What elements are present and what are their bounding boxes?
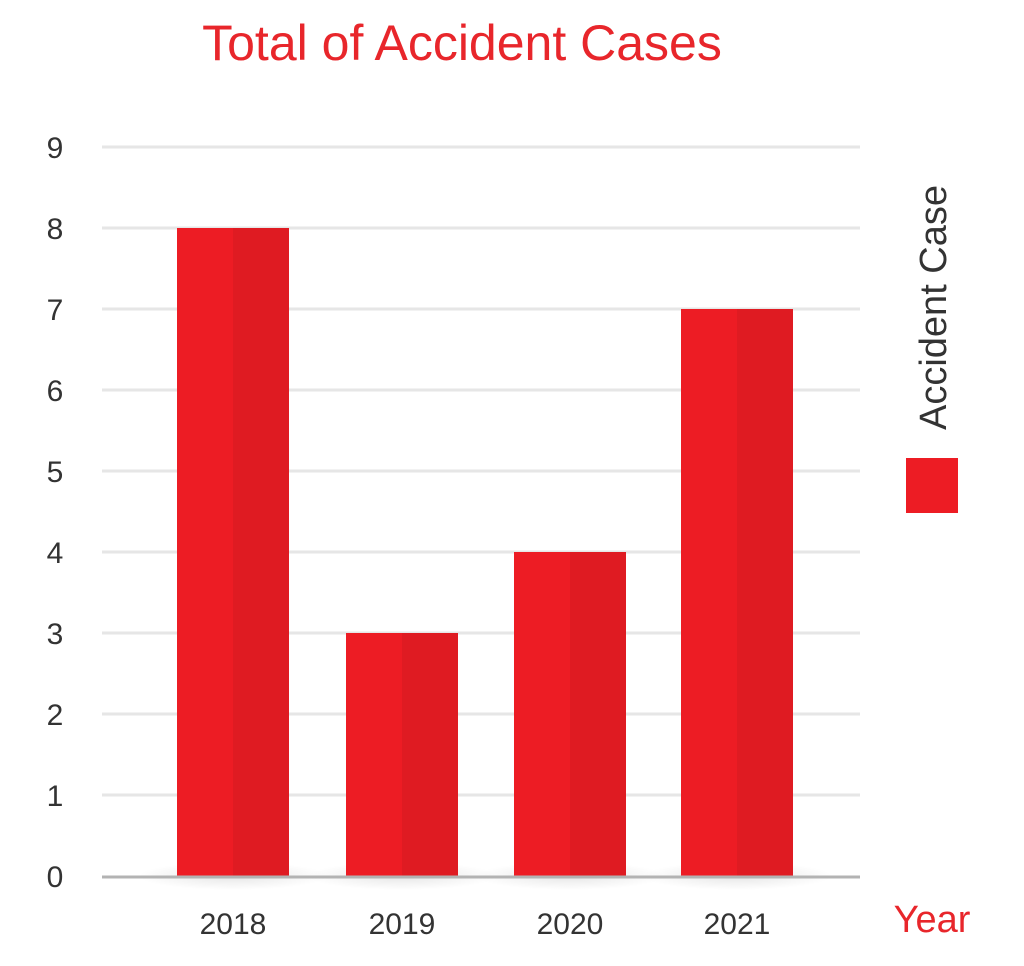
x-axis-label: Year — [894, 899, 971, 941]
bar-right-face — [737, 309, 793, 876]
bar-2018 — [137, 228, 329, 890]
bar-left-face — [177, 228, 233, 876]
x-tick-label: 2019 — [369, 908, 436, 941]
y-tick-label: 2 — [47, 699, 64, 732]
chart-title: Total of Accident Cases — [202, 15, 722, 71]
bar-left-face — [346, 633, 402, 876]
bar-left-face — [514, 552, 570, 876]
x-tick-label: 2020 — [537, 908, 604, 941]
bar-2021 — [641, 309, 833, 890]
legend: Accident Case — [906, 185, 958, 513]
y-tick-label: 0 — [47, 861, 64, 894]
bar-right-face — [233, 228, 289, 876]
bar-right-face — [402, 633, 458, 876]
y-tick-label: 8 — [47, 213, 64, 246]
bar-2019 — [306, 633, 498, 890]
y-tick-label: 9 — [47, 132, 64, 165]
bars — [137, 228, 833, 890]
y-tick-label: 4 — [47, 537, 64, 570]
bar-2020 — [474, 552, 666, 890]
legend-swatch — [906, 458, 958, 513]
y-tick-label: 6 — [47, 375, 64, 408]
bar-right-face — [570, 552, 626, 876]
y-tick-label: 7 — [47, 294, 64, 327]
y-tick-label: 3 — [47, 618, 64, 651]
x-axis-ticks: 2018 2019 2020 2021 — [200, 908, 771, 941]
bar-left-face — [681, 309, 737, 876]
x-tick-label: 2018 — [200, 908, 267, 941]
y-tick-label: 5 — [47, 456, 64, 489]
legend-label: Accident Case — [913, 185, 955, 430]
y-tick-label: 1 — [47, 780, 64, 813]
y-axis-ticks: 0 1 2 3 4 5 6 7 8 9 — [47, 132, 64, 894]
x-tick-label: 2021 — [704, 908, 771, 941]
